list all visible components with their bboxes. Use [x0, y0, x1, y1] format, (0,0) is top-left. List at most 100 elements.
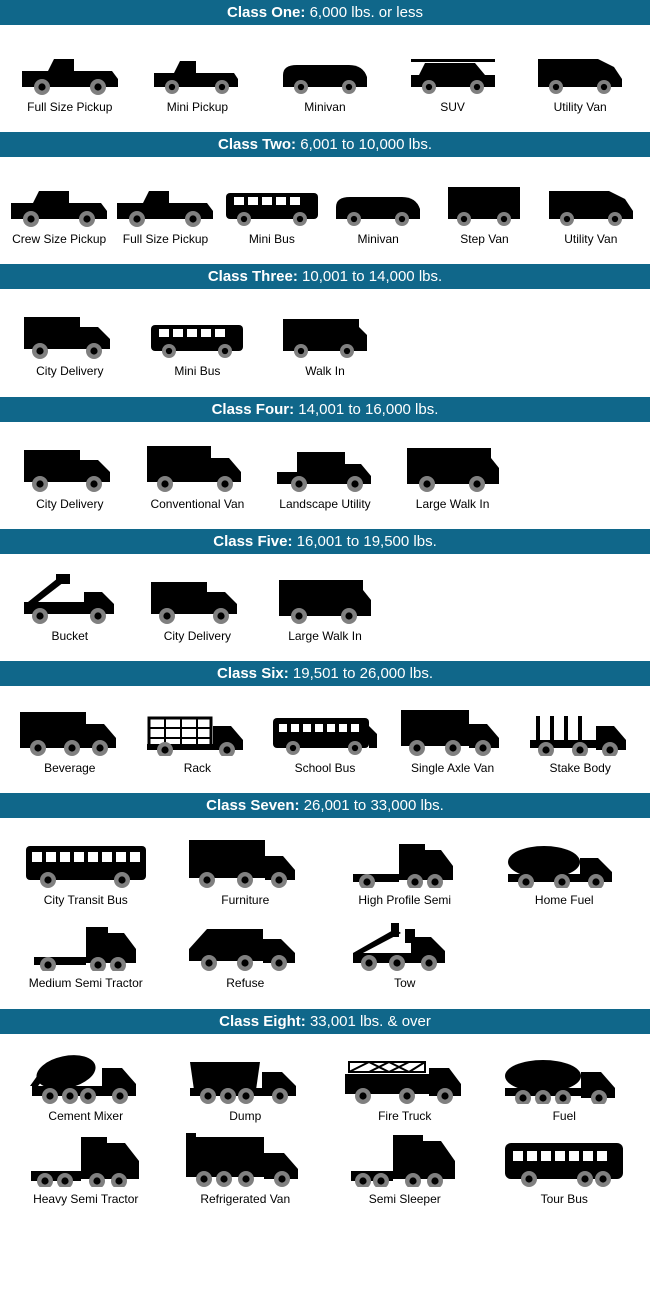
single-axle-icon [391, 700, 515, 756]
vehicle-label: Medium Semi Tractor [29, 977, 143, 990]
vehicle-grid: Beverage Rack School Bus Single Axle Van Sta… [0, 686, 650, 779]
header-range: 6,000 lbs. or less [305, 4, 423, 21]
box-truck-lg-icon [136, 436, 260, 492]
infographic-root: Class One: 6,000 lbs. or lessFull Size P… [0, 0, 650, 1210]
vehicle-label: School Bus [295, 762, 356, 775]
vehicle-cell: Stake Body [516, 696, 644, 779]
vehicle-cell: Full Size Pickup [6, 35, 134, 118]
vehicle-label: Refuse [226, 977, 264, 990]
vehicle-cell: Mini Pickup [134, 35, 262, 118]
header-title: Class Five: [213, 533, 292, 550]
class-section: Class Five: 16,001 to 19,500 lbs. BucketC… [0, 529, 650, 647]
vehicle-label: Conventional Van [150, 498, 244, 511]
vehicle-label: City Delivery [36, 365, 103, 378]
vehicle-cell: Utility Van [538, 167, 644, 250]
vehicle-label: Tow [394, 977, 415, 990]
vehicle-grid: Crew Size PickupFull Size PickupMini Bus… [0, 157, 650, 250]
header-range: 26,001 to 33,000 lbs. [300, 797, 444, 814]
vehicle-label: Step Van [460, 233, 508, 246]
vehicle-label: Home Fuel [535, 894, 594, 907]
vehicle-cell: SUV [389, 35, 517, 118]
vehicle-label: Dump [229, 1110, 261, 1123]
header-range: 14,001 to 16,000 lbs. [294, 401, 438, 418]
box-truck-icon [136, 568, 260, 624]
vehicle-grid: BucketCity DeliveryLarge Walk In [0, 554, 650, 647]
box-truck-icon [8, 303, 132, 359]
dump-icon [168, 1048, 324, 1104]
vehicle-label: Landscape Utility [279, 498, 370, 511]
walk-in-lg-icon [391, 436, 515, 492]
vehicle-label: SUV [440, 101, 465, 114]
high-semi-icon [327, 832, 483, 888]
vehicle-cell: Fire Truck [325, 1044, 485, 1127]
vehicle-label: High Profile Semi [358, 894, 451, 907]
vehicle-label: Mini Pickup [167, 101, 228, 114]
pickup-crew-icon [8, 171, 110, 227]
fuel-icon [487, 1048, 643, 1104]
section-header: Class One: 6,000 lbs. or less [0, 0, 650, 25]
vehicle-cell: Rack [134, 696, 262, 779]
semi-sleeper-icon [327, 1131, 483, 1187]
vehicle-grid: City Transit Bus Furniture High Profile Se… [0, 818, 650, 994]
class-section: Class Two: 6,001 to 10,000 lbs.Crew Size… [0, 132, 650, 250]
vehicle-grid: City Delivery Mini Bus Walk In [0, 289, 650, 382]
bucket-icon [8, 568, 132, 624]
step-van-icon [433, 171, 535, 227]
suv-icon [391, 39, 515, 95]
vehicle-cell: Fuel [485, 1044, 645, 1127]
vehicle-cell: Minivan [261, 35, 389, 118]
section-header: Class Six: 19,501 to 26,000 lbs. [0, 661, 650, 686]
vehicle-cell: Medium Semi Tractor [6, 911, 166, 994]
vehicle-label: Single Axle Van [411, 762, 494, 775]
vehicle-cell: Refrigerated Van [166, 1127, 326, 1210]
vehicle-cell: Beverage [6, 696, 134, 779]
vehicle-cell: Tour Bus [485, 1127, 645, 1210]
vehicle-cell: High Profile Semi [325, 828, 485, 911]
vehicle-label: Rack [184, 762, 211, 775]
home-fuel-icon [487, 832, 643, 888]
vehicle-grid: Full Size Pickup Mini Pickup Minivan SUV Uti… [0, 25, 650, 118]
vehicle-cell: Dump [166, 1044, 326, 1127]
section-header: Class Three: 10,001 to 14,000 lbs. [0, 264, 650, 289]
vehicle-cell: Mini Bus [134, 299, 262, 382]
class-section: Class Four: 14,001 to 16,000 lbs. City De… [0, 397, 650, 515]
header-title: Class Seven: [206, 797, 299, 814]
vehicle-cell: Minivan [325, 167, 431, 250]
vehicle-cell: City Delivery [6, 432, 134, 515]
vehicle-label: Refrigerated Van [200, 1193, 290, 1206]
section-header: Class Four: 14,001 to 16,000 lbs. [0, 397, 650, 422]
vehicle-label: Bucket [51, 630, 88, 643]
tour-bus-icon [487, 1131, 643, 1187]
school-bus-icon [263, 700, 387, 756]
header-title: Class Six: [217, 665, 289, 682]
vehicle-cell: Conventional Van [134, 432, 262, 515]
walk-in-lg-icon [263, 568, 387, 624]
vehicle-label: Stake Body [549, 762, 610, 775]
class-section: Class Three: 10,001 to 14,000 lbs.City D… [0, 264, 650, 382]
minivan-icon [263, 39, 387, 95]
vehicle-label: Walk In [305, 365, 345, 378]
vehicle-cell: Heavy Semi Tractor [6, 1127, 166, 1210]
mini-bus-icon [221, 171, 323, 227]
vehicle-label: Furniture [221, 894, 269, 907]
vehicle-grid: Cement Mixer Dump Fire TruckFuel Heavy Semi… [0, 1034, 650, 1210]
class-section: Class One: 6,000 lbs. or lessFull Size P… [0, 0, 650, 118]
vehicle-cell: Single Axle Van [389, 696, 517, 779]
box-truck-icon [8, 436, 132, 492]
vehicle-cell: Tow [325, 911, 485, 994]
vehicle-label: Mini Bus [174, 365, 220, 378]
vehicle-cell: Utility Van [516, 35, 644, 118]
header-range: 16,001 to 19,500 lbs. [292, 533, 436, 550]
header-title: Class Two: [218, 136, 296, 153]
vehicle-cell: Cement Mixer [6, 1044, 166, 1127]
heavy-semi-icon [8, 1131, 164, 1187]
vehicle-label: Beverage [44, 762, 95, 775]
vehicle-label: Large Walk In [288, 630, 362, 643]
vehicle-label: Crew Size Pickup [12, 233, 106, 246]
vehicle-cell: City Delivery [6, 299, 134, 382]
header-title: Class One: [227, 4, 305, 21]
header-title: Class Eight: [219, 1013, 306, 1030]
refrigerated-icon [168, 1131, 324, 1187]
vehicle-cell: City Transit Bus [6, 828, 166, 911]
vehicle-label: Mini Bus [249, 233, 295, 246]
